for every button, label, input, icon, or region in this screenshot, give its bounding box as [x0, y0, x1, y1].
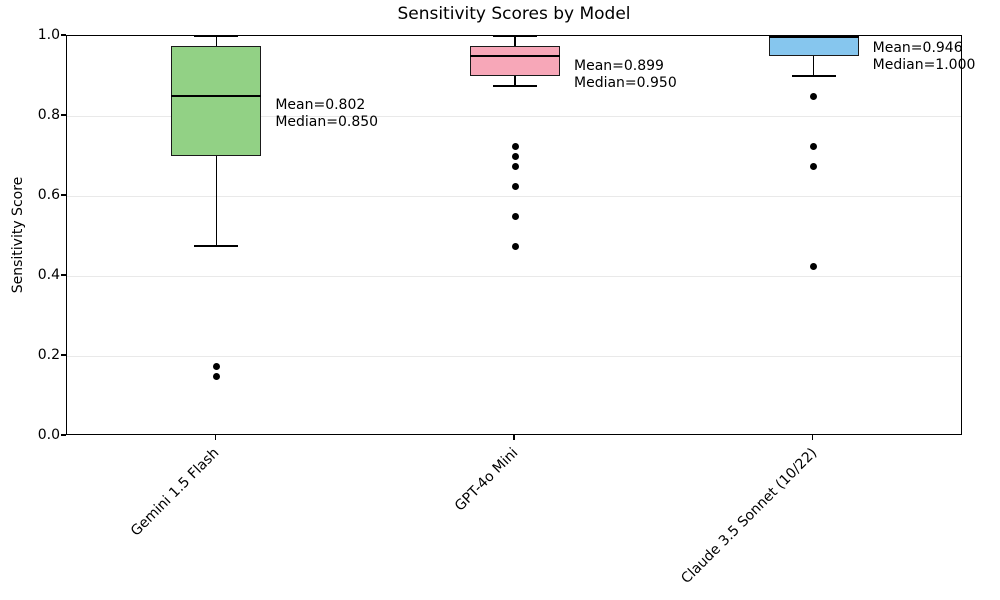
x-tick-mark [513, 435, 515, 440]
whisker-lower-line [215, 156, 218, 246]
y-tick-label: 1.0 [37, 27, 60, 43]
y-tick-label: 0.0 [37, 427, 60, 443]
outlier-dot [511, 242, 519, 250]
x-tick-mark [214, 435, 216, 440]
y-tick-label: 0.8 [37, 107, 60, 123]
whisker-lower-line [812, 56, 815, 76]
median-line [171, 95, 262, 97]
y-gridline [67, 275, 961, 277]
stat-annotation-line: Mean=0.946 [872, 39, 963, 56]
y-tick-mark [61, 274, 66, 276]
outlier-dot [511, 212, 519, 220]
stat-annotation-line: Median=0.850 [275, 114, 379, 131]
whisker-upper-line [215, 36, 218, 46]
outlier-dot [212, 362, 220, 370]
x-tick-mark [812, 435, 814, 440]
plot-area [66, 35, 962, 435]
stat-annotation: Mean=0.899 Median=0.950 [574, 58, 677, 92]
outlier-dot [810, 262, 818, 270]
y-gridline [67, 115, 961, 117]
outlier-dot [810, 92, 818, 100]
stat-annotation-line: Mean=0.899 [574, 58, 664, 75]
whisker-upper-cap [194, 35, 239, 37]
y-tick-label: 0.2 [37, 347, 60, 363]
stat-annotation: Mean=0.802 Median=0.850 [275, 97, 378, 131]
outlier-dot [511, 182, 519, 190]
outlier-dot [511, 142, 519, 150]
x-tick-label: Claude 3.5 Sonnet (10/22) [677, 445, 820, 587]
whisker-upper-line [514, 36, 516, 46]
y-gridline [67, 195, 961, 197]
y-tick-label: 0.4 [37, 267, 60, 283]
chart-title: Sensitivity Scores by Model [397, 4, 631, 24]
y-tick-mark [61, 114, 66, 116]
box-iqr [768, 36, 859, 56]
whisker-lower-cap [791, 75, 836, 77]
whisker-lower-cap [194, 245, 239, 247]
y-gridline [67, 355, 961, 357]
x-tick-label: GPT-4o Mini [451, 445, 522, 515]
y-tick-mark [61, 34, 66, 36]
stat-annotation: Mean=0.946 Median=1.000 [873, 40, 976, 74]
outlier-dot [212, 372, 220, 380]
x-tick-label: Gemini 1.5 Flash [128, 445, 223, 540]
y-tick-mark [61, 354, 66, 356]
whisker-lower-cap [493, 85, 537, 87]
median-line [470, 55, 560, 57]
stat-annotation-line: Median=0.950 [574, 75, 677, 92]
y-tick-mark [61, 434, 66, 436]
outlier-dot [810, 162, 818, 170]
box-iqr [470, 46, 560, 76]
y-tick-label: 0.6 [37, 187, 60, 203]
whisker-upper-cap [493, 35, 537, 37]
y-tick-mark [61, 194, 66, 196]
median-line [768, 36, 859, 38]
outlier-dot [511, 162, 519, 170]
stat-annotation-line: Mean=0.802 [275, 97, 366, 114]
whisker-lower-line [514, 76, 516, 86]
outlier-dot [511, 152, 519, 160]
outlier-dot [810, 142, 818, 150]
stat-annotation-line: Median=1.000 [872, 56, 976, 73]
box-iqr [171, 46, 262, 156]
